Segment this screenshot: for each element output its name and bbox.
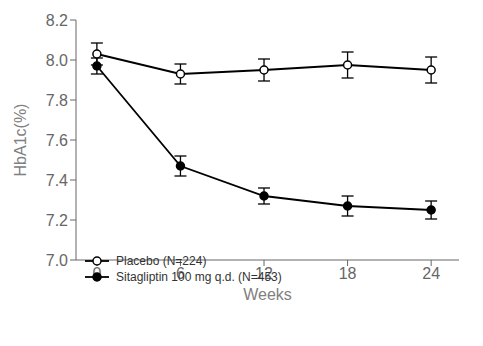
svg-text:0: 0: [92, 265, 101, 282]
svg-text:Weeks: Weeks: [243, 286, 292, 303]
svg-text:24: 24: [422, 265, 440, 282]
svg-text:7.4: 7.4: [46, 172, 68, 189]
svg-text:18: 18: [339, 265, 357, 282]
svg-text:8.0: 8.0: [46, 52, 68, 69]
svg-text:7.0: 7.0: [46, 252, 68, 269]
svg-text:7.6: 7.6: [46, 132, 68, 149]
svg-text:7.2: 7.2: [46, 212, 68, 229]
svg-text:8.2: 8.2: [46, 12, 68, 29]
svg-text:HbA1c(%): HbA1c(%): [12, 104, 29, 177]
svg-text:7.8: 7.8: [46, 92, 68, 109]
svg-text:12: 12: [255, 265, 273, 282]
svg-text:6: 6: [176, 265, 185, 282]
